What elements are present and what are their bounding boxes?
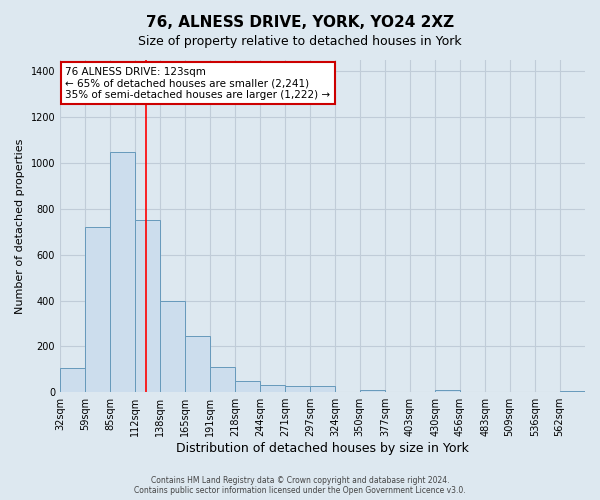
Bar: [110, 152, 136, 392]
Text: Contains HM Land Registry data © Crown copyright and database right 2024.
Contai: Contains HM Land Registry data © Crown c…: [134, 476, 466, 495]
Bar: [560, 391, 585, 392]
Bar: [435, 390, 460, 392]
Bar: [160, 300, 185, 392]
X-axis label: Distribution of detached houses by size in York: Distribution of detached houses by size …: [176, 442, 469, 455]
Bar: [60, 368, 85, 392]
Bar: [235, 381, 260, 392]
Bar: [185, 336, 210, 392]
Text: 76 ALNESS DRIVE: 123sqm
← 65% of detached houses are smaller (2,241)
35% of semi: 76 ALNESS DRIVE: 123sqm ← 65% of detache…: [65, 66, 331, 100]
Bar: [210, 367, 235, 392]
Bar: [85, 227, 110, 392]
Text: 76, ALNESS DRIVE, YORK, YO24 2XZ: 76, ALNESS DRIVE, YORK, YO24 2XZ: [146, 15, 454, 30]
Y-axis label: Number of detached properties: Number of detached properties: [15, 138, 25, 314]
Bar: [136, 220, 160, 392]
Bar: [260, 386, 285, 392]
Bar: [285, 386, 310, 392]
Bar: [310, 386, 335, 392]
Text: Size of property relative to detached houses in York: Size of property relative to detached ho…: [138, 35, 462, 48]
Bar: [360, 390, 385, 392]
